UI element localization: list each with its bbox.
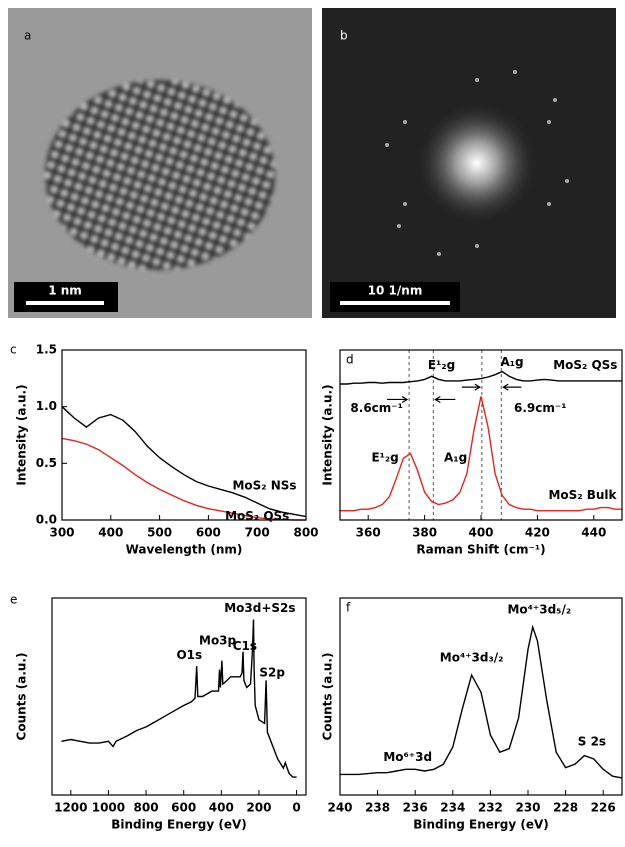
x-axis-label: Raman Shift (cm⁻¹) — [416, 543, 545, 557]
x-tick-label: 228 — [553, 801, 578, 815]
x-tick-label: 400 — [468, 526, 493, 540]
x-tick-label: 400 — [209, 801, 234, 815]
annotation: E¹₂g — [371, 451, 398, 465]
annotation: 8.6cm⁻¹ — [350, 401, 402, 415]
annotation: Mo⁴⁺3d₃/₂ — [440, 650, 504, 664]
fft-image: 10 1/nm b — [322, 8, 616, 318]
y-tick-label: 1.5 — [36, 343, 57, 357]
y-axis-label: Intensity (a.u.) — [321, 384, 335, 485]
x-tick-label: 600 — [171, 801, 196, 815]
scale-bar-label: 10 1/nm — [368, 284, 423, 298]
plot-frame — [62, 350, 306, 520]
annotation: O1s — [176, 648, 202, 662]
y-tick-label: 0.5 — [36, 456, 57, 470]
x-axis-label: Wavelength (nm) — [126, 543, 243, 557]
x-tick-label: 1200 — [54, 801, 87, 815]
annotation: MoS₂ NSs — [232, 479, 296, 493]
annotation: MoS₂ QSs — [553, 358, 617, 372]
x-tick-label: 800 — [134, 801, 159, 815]
x-tick-label: 700 — [245, 526, 270, 540]
x-tick-label: 400 — [98, 526, 123, 540]
x-axis-label: Binding Energy (eV) — [413, 818, 549, 832]
panel-label: f — [346, 601, 351, 615]
x-axis-label: Binding Energy (eV) — [111, 818, 247, 832]
panel-label: d — [346, 353, 354, 367]
x-tick-label: 200 — [246, 801, 271, 815]
x-tick-label: 380 — [412, 526, 437, 540]
x-tick-label: 238 — [365, 801, 390, 815]
annotation: MoS₂ Bulk — [548, 488, 617, 502]
annotation: MoS₂ QSs — [225, 509, 289, 523]
data-line — [61, 620, 296, 778]
data-line — [340, 372, 622, 384]
x-tick-label: 232 — [478, 801, 503, 815]
annotation: A₁g — [444, 451, 467, 465]
annotation: S2p — [259, 666, 285, 680]
x-tick-label: 360 — [356, 526, 381, 540]
y-axis-label: Counts (a.u.) — [321, 653, 335, 741]
annotation: Mo3d+S2s — [224, 601, 295, 615]
plot-frame — [52, 598, 306, 795]
y-tick-label: 1.0 — [36, 399, 57, 413]
x-tick-label: 800 — [293, 526, 318, 540]
panel-label: c — [10, 343, 17, 357]
x-tick-label: 0 — [292, 801, 300, 815]
panel-label: b — [340, 29, 348, 43]
annotation: Mo⁴⁺3d₅/₂ — [507, 602, 571, 616]
plot-frame — [340, 598, 622, 795]
tem-image: 1 nm a — [8, 8, 312, 318]
y-tick-label: 0.0 — [36, 513, 57, 527]
x-tick-label: 420 — [525, 526, 550, 540]
annotation: Mo⁶⁺3d — [383, 750, 432, 764]
panel-label: e — [10, 593, 17, 607]
x-tick-label: 500 — [147, 526, 172, 540]
x-tick-label: 1000 — [92, 801, 125, 815]
y-axis-label: Counts (a.u.) — [15, 653, 29, 741]
annotation: A₁g — [500, 355, 523, 369]
panel-label: a — [24, 29, 31, 43]
scale-bar-label: 1 nm — [48, 284, 82, 298]
y-axis-label: Intensity (a.u.) — [15, 384, 29, 485]
x-tick-label: 234 — [440, 801, 465, 815]
annotation: S 2s — [578, 734, 606, 748]
x-tick-label: 230 — [515, 801, 540, 815]
shift-arrow — [503, 384, 521, 390]
annotation: E¹₂g — [428, 358, 455, 372]
annotation: Mo3p — [199, 633, 237, 647]
x-tick-label: 236 — [403, 801, 428, 815]
shift-arrow — [462, 384, 480, 390]
figure: 1 nm a 10 1/nm b 300 400 500 600 700 800 0.0 0.… — [0, 0, 625, 842]
x-tick-label: 300 — [49, 526, 74, 540]
annotation: C1s — [233, 639, 257, 653]
annotation: 6.9cm⁻¹ — [514, 401, 566, 415]
x-tick-label: 440 — [581, 526, 606, 540]
x-tick-label: 240 — [327, 801, 352, 815]
x-tick-label: 600 — [196, 526, 221, 540]
shift-arrow — [435, 396, 455, 402]
x-tick-label: 226 — [591, 801, 616, 815]
